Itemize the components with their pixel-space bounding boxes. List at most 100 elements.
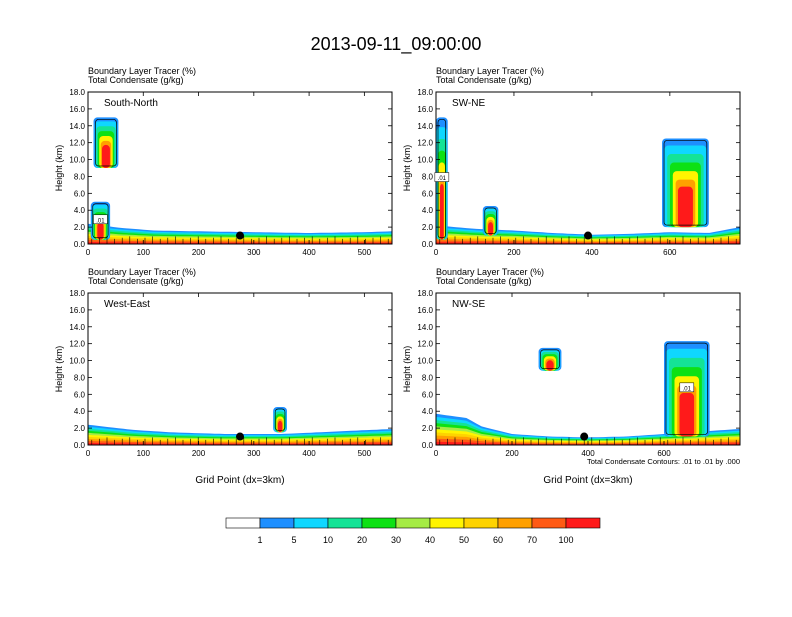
x-tick-label: 500 [358, 248, 372, 257]
location-marker [236, 432, 244, 441]
condensate-contour-2 [484, 207, 497, 234]
y-tick-label: 10.0 [417, 156, 433, 165]
y-axis-label: Height (km) [402, 145, 412, 192]
y-tick-label: 4.0 [422, 407, 434, 416]
y-tick-label: 18.0 [69, 289, 85, 298]
panel-title-tracer: Boundary Layer Tracer (%) [88, 267, 196, 277]
x-tick-label: 200 [192, 248, 206, 257]
y-tick-label: 2.0 [422, 424, 434, 433]
panels: Boundary Layer Tracer (%)Total Condensat… [54, 66, 741, 486]
y-tick-label: 0.0 [422, 441, 434, 450]
plot-area [436, 341, 740, 445]
x-tick-label: 100 [137, 449, 151, 458]
y-tick-label: 2.0 [74, 424, 86, 433]
y-tick-label: 12.0 [69, 139, 85, 148]
figure-title: 2013-09-11_09:00:00 [311, 34, 482, 55]
x-tick-label: 400 [581, 449, 595, 458]
condensate-contour-3 [663, 140, 708, 226]
cross-section-label: NW-SE [452, 299, 485, 310]
panel-title-condensate: Total Condensate (g/kg) [436, 276, 532, 286]
colorbar-label: 30 [391, 535, 401, 545]
y-tick-label: 10.0 [69, 156, 85, 165]
x-axis-label: Grid Point (dx=3km) [195, 475, 284, 486]
x-tick-label: 0 [434, 449, 439, 458]
y-tick-label: 16.0 [69, 306, 85, 315]
contour-label-box [679, 382, 695, 393]
contour-label: .01 [683, 386, 692, 392]
plume-1-layer-7 [97, 222, 104, 240]
x-tick-label: 200 [507, 248, 521, 257]
location-marker [236, 231, 244, 240]
x-tick-label: 500 [358, 449, 372, 458]
y-tick-label: 4.0 [422, 206, 434, 215]
panel-title-condensate: Total Condensate (g/kg) [88, 75, 184, 85]
y-tick-label: 16.0 [69, 105, 85, 114]
y-tick-label: 14.0 [417, 122, 433, 131]
colorbar-box-10 [531, 517, 567, 529]
colorbar: 1 5 10 20 30 40 50 60 70 100 [225, 517, 601, 545]
x-tick-label: 0 [86, 248, 91, 257]
y-tick-label: 8.0 [74, 172, 86, 181]
colorbar-box-3 [293, 517, 329, 529]
plume-1-layer-7 [679, 393, 695, 437]
plot-area [436, 117, 740, 244]
contour-label-box [434, 172, 450, 182]
plume-1-layer-7 [277, 420, 283, 433]
colorbar-label: 1 [257, 535, 262, 545]
x-tick-label: 200 [192, 449, 206, 458]
plume-1-layer-7 [439, 183, 444, 240]
plume-2-layer-7 [488, 222, 494, 236]
surface-contours [439, 437, 737, 445]
condensate-contour-2 [540, 349, 560, 370]
panel-bottom-left: Boundary Layer Tracer (%)Total Condensat… [54, 267, 393, 486]
y-tick-label: 4.0 [74, 206, 86, 215]
cross-section-label: SW-NE [452, 98, 485, 109]
colorbar-box-1 [225, 517, 261, 529]
panel-title-tracer: Boundary Layer Tracer (%) [436, 66, 544, 76]
panel-bottom-right: Boundary Layer Tracer (%)Total Condensat… [402, 267, 741, 486]
y-tick-label: 8.0 [74, 373, 86, 382]
panel-frame [435, 91, 741, 245]
y-tick-label: 4.0 [74, 407, 86, 416]
colorbar-label: 100 [558, 535, 573, 545]
y-tick-label: 6.0 [74, 390, 86, 399]
panel-top-right: Boundary Layer Tracer (%)Total Condensat… [402, 66, 741, 257]
y-tick-label: 6.0 [422, 390, 434, 399]
location-marker [584, 231, 592, 240]
condensate-contour-1 [274, 408, 286, 431]
x-tick-label: 0 [86, 449, 91, 458]
y-axis-label: Height (km) [402, 346, 412, 393]
y-tick-label: 18.0 [417, 88, 433, 97]
contour-footnote: Total Condensate Contours: .01 to .01 by… [587, 457, 740, 466]
location-marker [580, 432, 589, 441]
contour-label: .01 [438, 176, 447, 182]
x-tick-label: 600 [663, 248, 677, 257]
y-tick-label: 2.0 [422, 223, 434, 232]
x-axis-label: Grid Point (dx=3km) [543, 475, 632, 486]
panel-title-condensate: Total Condensate (g/kg) [88, 276, 184, 286]
colorbar-label: 60 [493, 535, 503, 545]
y-axis-label: Height (km) [54, 145, 64, 192]
y-tick-label: 2.0 [74, 223, 86, 232]
y-tick-label: 12.0 [417, 139, 433, 148]
y-tick-label: 14.0 [69, 122, 85, 131]
surface-contours [439, 236, 737, 244]
colorbar-box-9 [497, 517, 533, 529]
y-tick-label: 16.0 [417, 306, 433, 315]
x-tick-label: 400 [302, 248, 316, 257]
x-tick-label: 0 [434, 248, 439, 257]
y-tick-label: 14.0 [417, 323, 433, 332]
x-tick-label: 100 [137, 248, 151, 257]
panel-title-tracer: Boundary Layer Tracer (%) [88, 66, 196, 76]
y-tick-label: 18.0 [69, 88, 85, 97]
x-tick-label: 300 [247, 449, 261, 458]
contour-label: .01 [96, 218, 105, 224]
y-tick-label: 6.0 [74, 189, 86, 198]
colorbar-box-2 [259, 517, 295, 529]
colorbar-label: 5 [291, 535, 296, 545]
contour-label-box [93, 214, 108, 225]
x-tick-label: 200 [505, 449, 519, 458]
colorbar-label: 70 [527, 535, 537, 545]
y-tick-label: 18.0 [417, 289, 433, 298]
colorbar-label: 10 [323, 535, 333, 545]
